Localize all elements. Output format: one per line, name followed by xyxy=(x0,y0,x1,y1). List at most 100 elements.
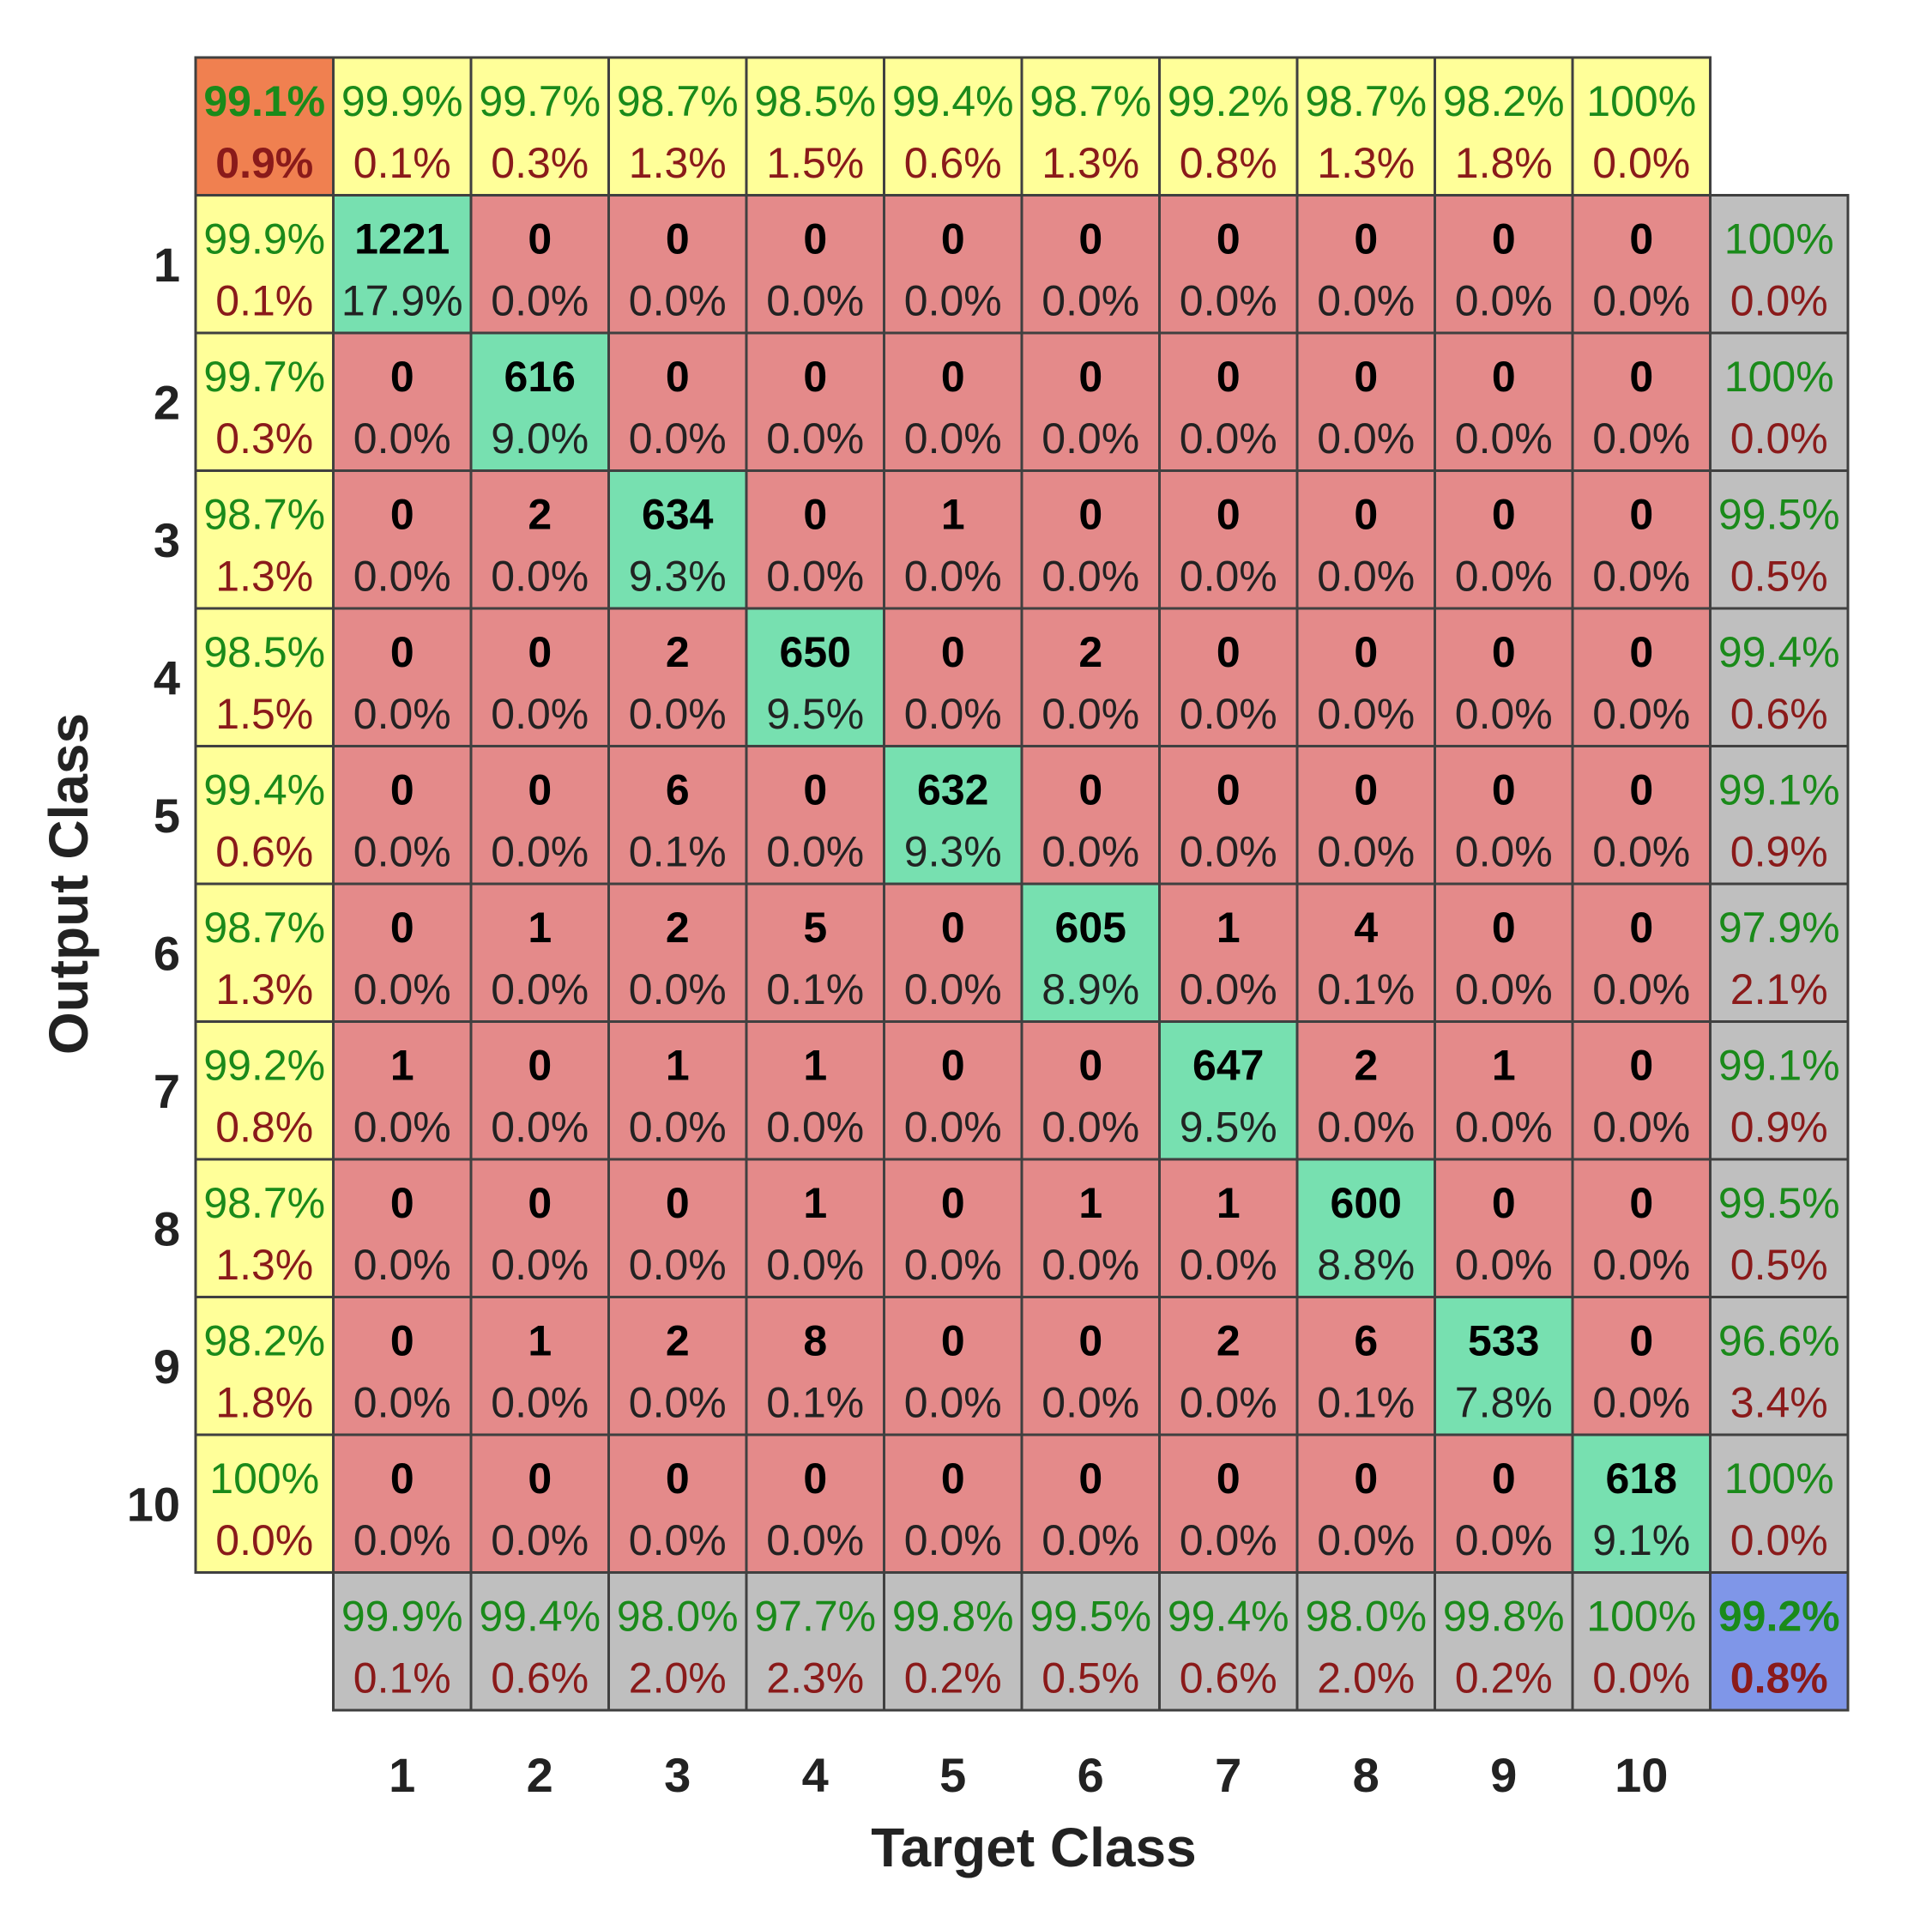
matrix-cell-count: 0 xyxy=(1629,1317,1653,1365)
matrix-cell xyxy=(1020,1158,1161,1298)
matrix-cell-percent: 0.0% xyxy=(353,1379,451,1427)
left-summary-cell-correct-pct: 98.2% xyxy=(203,1317,325,1365)
bottom-summary-cell-correct-pct: 98.0% xyxy=(1305,1593,1427,1641)
matrix-cell-count: 616 xyxy=(504,353,576,401)
y-tick-label: 5 xyxy=(154,789,180,843)
matrix-cell-percent: 0.0% xyxy=(1592,277,1690,325)
bottom-summary-cell xyxy=(1158,1571,1299,1712)
y-tick-label: 3 xyxy=(154,513,180,567)
matrix-cell xyxy=(1158,331,1299,472)
matrix-cell-count: 632 xyxy=(917,766,988,814)
matrix-cell-count: 0 xyxy=(1078,1454,1102,1503)
bottom-summary-cell-correct-pct: 99.8% xyxy=(1443,1593,1565,1641)
bottom-summary-cell-error-pct: 0.2% xyxy=(904,1654,1002,1702)
top-summary-cell xyxy=(1158,56,1299,197)
matrix-cell xyxy=(1158,607,1299,747)
matrix-cell-count: 0 xyxy=(390,1454,414,1503)
matrix-cell-percent: 0.0% xyxy=(353,690,451,738)
matrix-cell-percent: 9.3% xyxy=(629,553,727,601)
matrix-cell-count: 0 xyxy=(1217,1454,1241,1503)
matrix-cell-count: 0 xyxy=(803,1454,827,1503)
matrix-cell-percent: 0.0% xyxy=(904,414,1002,463)
matrix-cell xyxy=(469,745,610,886)
matrix-cell-percent: 0.1% xyxy=(629,828,727,876)
matrix-cell-count: 2 xyxy=(1078,628,1102,676)
matrix-cell-percent: 0.0% xyxy=(1317,1104,1415,1152)
top-summary-cell xyxy=(1571,56,1712,197)
x-tick-label: 6 xyxy=(1078,1748,1104,1802)
top-summary-cell xyxy=(1434,56,1574,197)
matrix-cell xyxy=(607,331,748,472)
matrix-cell-percent: 0.0% xyxy=(1180,965,1277,1013)
left-summary-cell-correct-pct: 99.4% xyxy=(203,766,325,814)
x-tick-label: 8 xyxy=(1353,1748,1380,1802)
right-summary-cell-error-pct: 0.0% xyxy=(1730,414,1828,463)
matrix-cell-count: 1 xyxy=(1217,1179,1241,1227)
bottom-summary-cell xyxy=(607,1571,748,1712)
matrix-cell-count: 0 xyxy=(1629,766,1653,814)
right-summary-cell-error-pct: 2.1% xyxy=(1730,965,1828,1013)
matrix-cell-count: 0 xyxy=(1629,1042,1653,1090)
matrix-cell xyxy=(469,469,610,610)
bottom-summary-cell-correct-pct: 99.9% xyxy=(341,1593,463,1641)
matrix-cell-percent: 0.0% xyxy=(1180,414,1277,463)
matrix-cell xyxy=(1295,882,1436,1023)
matrix-cell-correct xyxy=(1571,1433,1712,1574)
x-axis-label: Target Class xyxy=(871,1817,1196,1878)
matrix-cell-count: 0 xyxy=(1629,1179,1653,1227)
right-summary-cell xyxy=(1709,607,1850,747)
matrix-cell-count: 0 xyxy=(1492,353,1516,401)
matrix-cell xyxy=(1158,469,1299,610)
matrix-cell-percent: 0.0% xyxy=(1592,1104,1690,1152)
corner-bottom-right-correct-pct: 99.2% xyxy=(1718,1593,1840,1641)
y-tick-label: 7 xyxy=(154,1064,180,1118)
matrix-cell-percent: 0.0% xyxy=(1180,553,1277,601)
bottom-summary-cell-correct-pct: 99.5% xyxy=(1029,1593,1151,1641)
matrix-cell xyxy=(469,1296,610,1436)
left-summary-cell-error-pct: 1.3% xyxy=(215,1241,313,1289)
matrix-cell-percent: 0.0% xyxy=(353,828,451,876)
matrix-cell xyxy=(1434,194,1574,335)
y-tick-label: 2 xyxy=(154,375,180,429)
matrix-cell-percent: 0.0% xyxy=(491,1516,589,1564)
matrix-cell-count: 0 xyxy=(390,353,414,401)
matrix-cell xyxy=(332,1296,473,1436)
matrix-cell-count: 6 xyxy=(1354,1317,1378,1365)
matrix-cell-correct xyxy=(1020,882,1161,1023)
matrix-cell-percent: 0.0% xyxy=(629,414,727,463)
top-summary-cell-error-pct: 0.3% xyxy=(491,139,589,187)
left-summary-cell-correct-pct: 100% xyxy=(209,1454,319,1503)
matrix-cell-count: 0 xyxy=(1492,904,1516,952)
matrix-cell xyxy=(332,1158,473,1298)
left-summary-cell xyxy=(194,1158,335,1298)
bottom-summary-cell-error-pct: 2.0% xyxy=(629,1654,727,1702)
bottom-summary-cell-error-pct: 0.2% xyxy=(1455,1654,1553,1702)
matrix-cell-count: 1221 xyxy=(354,215,450,263)
matrix-cell-count: 0 xyxy=(1217,215,1241,263)
matrix-cell xyxy=(745,194,885,335)
matrix-cell-percent: 0.0% xyxy=(904,277,1002,325)
left-summary-cell-error-pct: 0.6% xyxy=(215,828,313,876)
matrix-cell xyxy=(883,607,1023,747)
matrix-cell-percent: 0.0% xyxy=(1592,828,1690,876)
top-summary-cell-error-pct: 1.3% xyxy=(629,139,727,187)
top-summary-cell xyxy=(332,56,473,197)
matrix-cell xyxy=(745,469,885,610)
corner-top-left-correct-pct: 99.1% xyxy=(203,77,325,125)
matrix-cell-percent: 0.0% xyxy=(1317,277,1415,325)
matrix-cell-count: 0 xyxy=(528,628,552,676)
matrix-cell-count: 0 xyxy=(803,766,827,814)
matrix-cell xyxy=(1158,1296,1299,1436)
matrix-cell-percent: 0.0% xyxy=(353,1516,451,1564)
matrix-cell-percent: 0.0% xyxy=(353,1241,451,1289)
bottom-summary-cell-correct-pct: 99.8% xyxy=(892,1593,1014,1641)
matrix-cell xyxy=(1571,882,1712,1023)
matrix-cell-count: 6 xyxy=(666,766,690,814)
matrix-cell-count: 0 xyxy=(941,215,965,263)
x-tick-label: 10 xyxy=(1615,1748,1668,1802)
matrix-cell-count: 634 xyxy=(642,491,714,539)
matrix-cell xyxy=(1020,1296,1161,1436)
left-summary-cell-error-pct: 0.3% xyxy=(215,414,313,463)
